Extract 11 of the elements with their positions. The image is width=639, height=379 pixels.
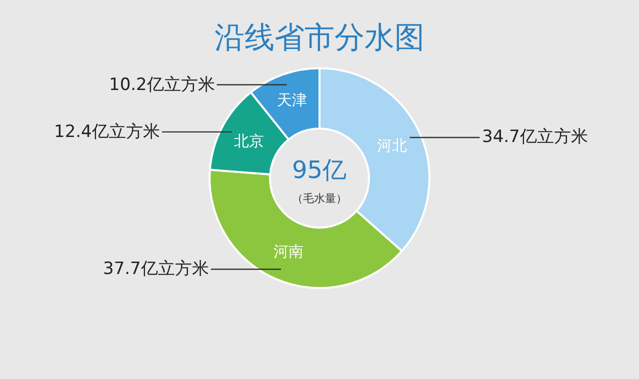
chart-title: 沿线省市分水图 <box>214 20 424 56</box>
data-label: 37.7亿立方米 <box>103 259 209 279</box>
data-label: 12.4亿立方米 <box>54 122 160 142</box>
text: 95亿 <box>292 156 347 184</box>
slice-label: 北京 <box>234 132 264 150</box>
slice-label: 天津 <box>277 91 308 110</box>
slice-label: 河北 <box>377 136 408 154</box>
slice-label: 河南 <box>273 242 304 261</box>
data-label: 34.7亿立方米 <box>482 127 588 147</box>
data-label: 10.2亿立方米 <box>109 75 215 95</box>
text: （毛水量） <box>292 192 347 205</box>
